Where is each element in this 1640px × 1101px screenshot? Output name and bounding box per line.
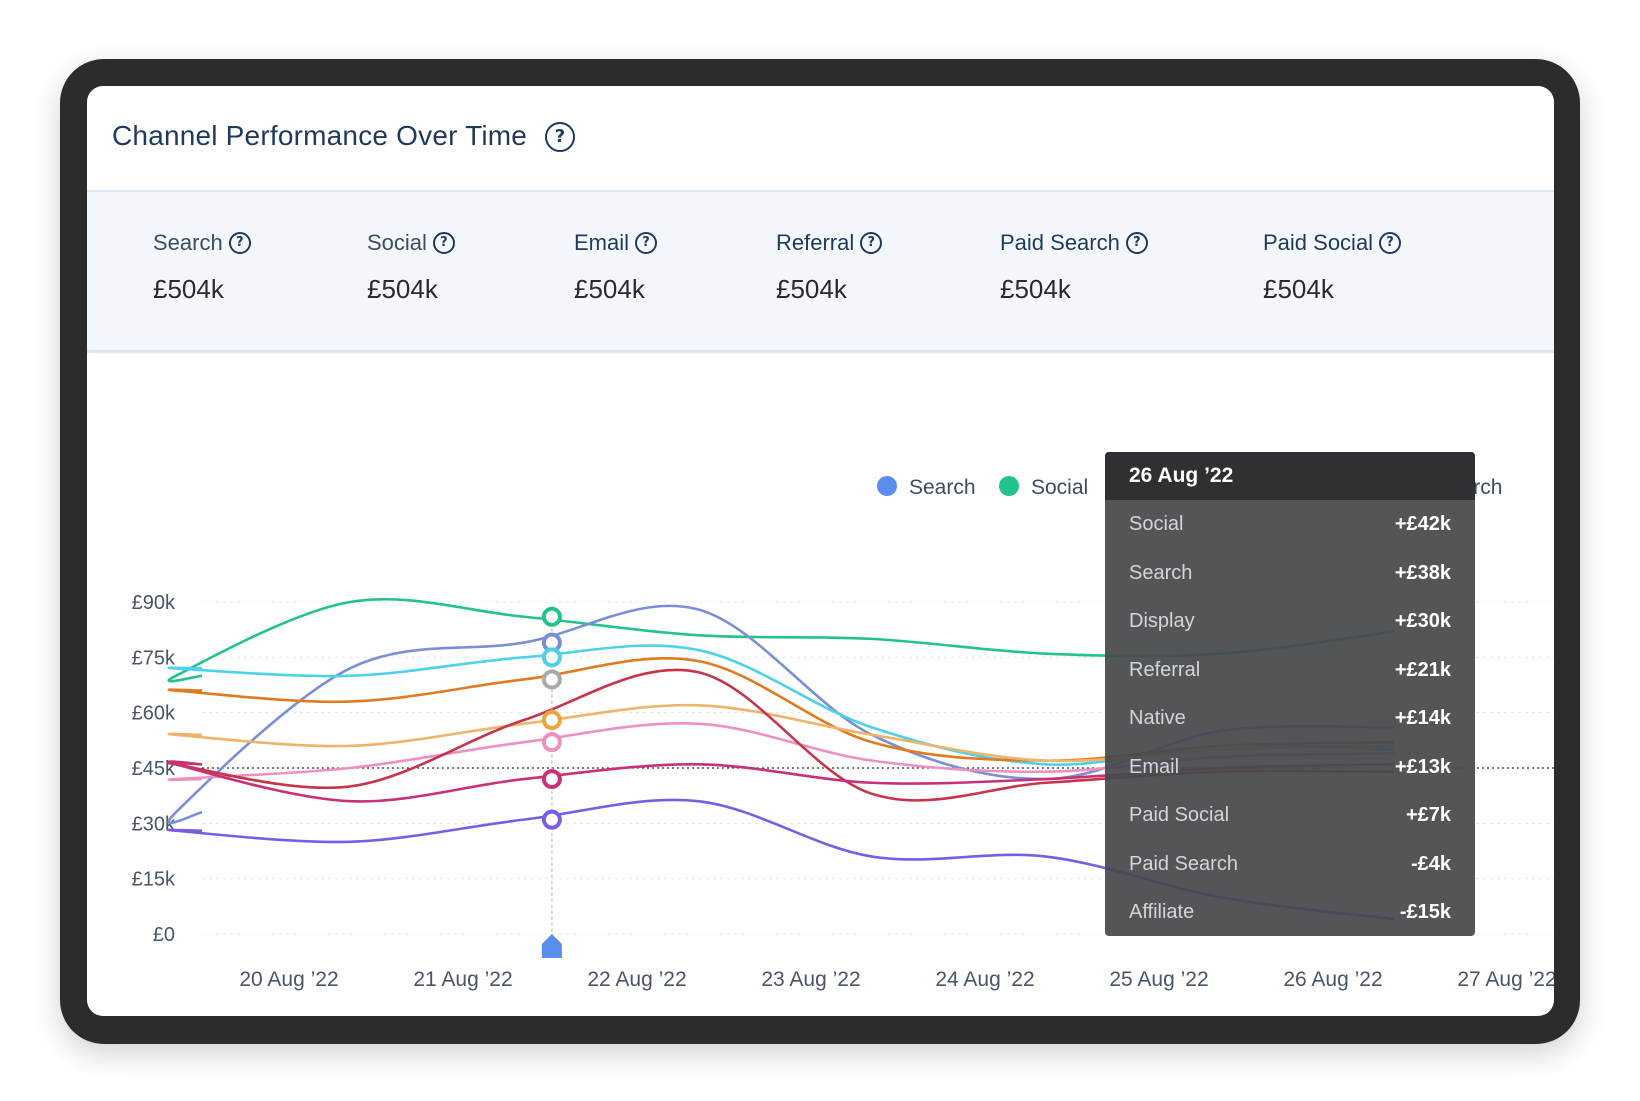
kpi-search[interactable]: Search? £504k bbox=[153, 230, 251, 305]
tooltip-row: Native +£14k bbox=[1105, 694, 1475, 743]
x-tick-label: 24 Aug ’22 bbox=[935, 968, 1034, 991]
legend-label[interactable]: Social bbox=[1031, 476, 1088, 499]
kpi-value: £504k bbox=[1263, 274, 1334, 304]
tooltip-row: Email +£13k bbox=[1105, 743, 1475, 792]
x-tick-label: 22 Aug ’22 bbox=[587, 968, 686, 991]
help-icon[interactable]: ? bbox=[545, 122, 575, 152]
x-tick-label: 21 Aug ’22 bbox=[413, 968, 512, 991]
data-point-marker[interactable] bbox=[541, 809, 562, 830]
chart-tooltip: 26 Aug ’22 Social +£42k Search +£38k Displ… bbox=[1105, 452, 1475, 936]
data-point-marker[interactable] bbox=[541, 606, 562, 627]
kpi-label: Email bbox=[574, 230, 630, 255]
tooltip-date: 26 Aug ’22 bbox=[1105, 452, 1475, 500]
highlight-markers bbox=[541, 606, 562, 958]
x-tick-label: 27 Aug ’22 bbox=[1457, 968, 1554, 991]
data-point-marker[interactable] bbox=[541, 732, 562, 753]
tooltip-value: +£38k bbox=[1394, 561, 1451, 584]
kpi-paid-social[interactable]: Paid Social? £504k bbox=[1263, 230, 1402, 305]
card-header: Channel Performance Over Time ? bbox=[87, 86, 1554, 193]
tooltip-row: Search +£38k bbox=[1105, 549, 1475, 598]
data-point-marker[interactable] bbox=[541, 647, 562, 668]
tooltip-label: Paid Social bbox=[1129, 804, 1230, 826]
data-point-marker[interactable] bbox=[541, 769, 562, 790]
y-tick-label: £15k bbox=[132, 869, 176, 891]
tooltip-row: Paid Search -£4k bbox=[1105, 840, 1475, 889]
tooltip-row: Referral +£21k bbox=[1105, 646, 1475, 695]
tooltip-value: +£7k bbox=[1405, 804, 1451, 826]
kpi-referral[interactable]: Referral? £504k bbox=[776, 230, 883, 305]
tooltip-label: Display bbox=[1129, 610, 1195, 632]
y-tick-label: £45k bbox=[132, 758, 176, 780]
y-tick-label: £75k bbox=[132, 647, 176, 669]
legend-label[interactable]: Search bbox=[909, 476, 976, 499]
y-tick-label: £60k bbox=[132, 703, 176, 725]
tooltip-row: Social +£42k bbox=[1105, 500, 1475, 549]
kpi-value: £504k bbox=[574, 274, 645, 304]
tooltip-value: +£13k bbox=[1394, 755, 1451, 778]
y-tick-label: £30k bbox=[132, 813, 176, 835]
kpi-value: £504k bbox=[776, 274, 847, 304]
tooltip-label: Search bbox=[1129, 561, 1193, 584]
help-icon[interactable]: ? bbox=[860, 232, 883, 254]
tooltip-value: -£15k bbox=[1399, 901, 1451, 923]
kpi-label: Paid Search bbox=[1000, 230, 1120, 255]
tooltip-label: Referral bbox=[1129, 658, 1201, 681]
tooltip-label: Paid Search bbox=[1129, 852, 1238, 875]
kpi-strip: Search? £504k Social? £504k Email? £504k… bbox=[87, 192, 1554, 353]
kpi-social[interactable]: Social? £504k bbox=[367, 230, 455, 305]
kpi-email[interactable]: Email? £504k bbox=[574, 230, 658, 305]
tooltip-row: Affiliate -£15k bbox=[1105, 888, 1475, 936]
kpi-label: Social bbox=[367, 230, 427, 255]
legend-swatch bbox=[877, 476, 897, 496]
device-frame: Channel Performance Over Time ? Search? … bbox=[60, 59, 1580, 1044]
tooltip-value: +£21k bbox=[1394, 658, 1451, 681]
kpi-label: Paid Social bbox=[1263, 230, 1374, 255]
tooltip-row: Paid Social +£7k bbox=[1105, 791, 1475, 840]
tooltip-row: Display +£30k bbox=[1105, 597, 1475, 646]
tooltip-value: +£30k bbox=[1394, 610, 1451, 632]
x-tick-label: 23 Aug ’22 bbox=[761, 968, 860, 991]
kpi-label: Referral bbox=[776, 230, 855, 255]
kpi-label: Search bbox=[153, 230, 223, 255]
help-icon[interactable]: ? bbox=[1379, 232, 1402, 254]
dashboard-card: Channel Performance Over Time ? Search? … bbox=[87, 86, 1554, 1016]
y-tick-label: £90k bbox=[132, 592, 176, 614]
x-tick-label: 26 Aug ’22 bbox=[1283, 968, 1382, 991]
y-axis: £0 £15k £30k £45k £60k £75k £90k bbox=[132, 592, 176, 946]
kpi-value: £504k bbox=[153, 274, 224, 304]
help-icon[interactable]: ? bbox=[635, 232, 658, 254]
x-cursor-handle[interactable] bbox=[541, 934, 562, 958]
legend-swatch bbox=[999, 476, 1019, 496]
tooltip-label: Email bbox=[1129, 755, 1180, 778]
data-point-marker[interactable] bbox=[541, 669, 562, 690]
kpi-value: £504k bbox=[367, 274, 438, 304]
tooltip-value: +£42k bbox=[1394, 513, 1451, 535]
kpi-paid-search[interactable]: Paid Search? £504k bbox=[1000, 230, 1148, 305]
data-point-marker[interactable] bbox=[541, 710, 562, 731]
x-tick-label: 25 Aug ’22 bbox=[1109, 968, 1208, 991]
kpi-value: £504k bbox=[1000, 274, 1071, 304]
x-tick-label: 20 Aug ’22 bbox=[239, 968, 338, 991]
x-axis: 20 Aug ’22 21 Aug ’22 22 Aug ’22 23 Aug ’22… bbox=[239, 968, 1554, 991]
tooltip-value: +£14k bbox=[1394, 707, 1451, 729]
help-icon[interactable]: ? bbox=[1125, 232, 1148, 254]
y-tick-label: £0 bbox=[153, 924, 175, 946]
help-icon[interactable]: ? bbox=[432, 232, 455, 254]
tooltip-label: Social bbox=[1129, 513, 1184, 535]
help-icon[interactable]: ? bbox=[228, 232, 251, 254]
tooltip-value: -£4k bbox=[1410, 852, 1451, 875]
tooltip-label: Native bbox=[1129, 707, 1186, 729]
tooltip-label: Affiliate bbox=[1129, 901, 1195, 923]
page-title: Channel Performance Over Time bbox=[112, 120, 528, 151]
